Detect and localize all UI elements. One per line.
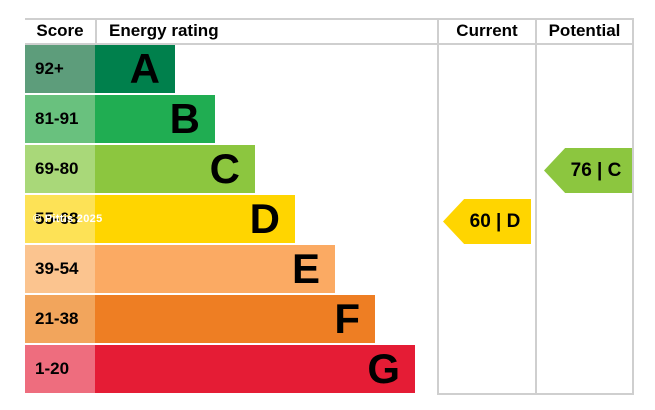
- potential-rating-label: 76 | C: [570, 159, 622, 181]
- header-potential: Potential: [548, 21, 621, 40]
- score-range-f: 21-38: [25, 295, 95, 343]
- score-column-divider: [95, 18, 97, 45]
- potential-column-divider: [535, 18, 537, 395]
- epc-table: Score Energy rating Current Potential 92…: [25, 18, 635, 395]
- table-top-border: [25, 18, 634, 20]
- copyright-watermark: © Pittis 2025: [33, 213, 103, 225]
- band-row-d: 55-68 D © Pittis 2025: [25, 195, 437, 243]
- band-row-e: 39-54 E: [25, 245, 437, 293]
- score-range-c: 69-80: [25, 145, 95, 193]
- band-row-f: 21-38 F: [25, 295, 437, 343]
- band-row-a: 92+ A: [25, 45, 437, 93]
- band-bar-f: F: [95, 295, 375, 343]
- score-range-g: 1-20: [25, 345, 95, 393]
- band-bar-g: G: [95, 345, 415, 393]
- score-range-e: 39-54: [25, 245, 95, 293]
- score-range-a: 92+: [25, 45, 95, 93]
- band-row-b: 81-91 B: [25, 95, 437, 143]
- header-current: Current: [456, 21, 518, 40]
- score-range-b: 81-91: [25, 95, 95, 143]
- current-rating-label: 60 | D: [469, 210, 521, 232]
- band-bar-a: A: [95, 45, 175, 93]
- band-bar-c: C: [95, 145, 255, 193]
- header-bottom-border: [25, 43, 634, 45]
- band-bar-d: D: [95, 195, 295, 243]
- header-energy-rating: Energy rating: [109, 21, 219, 40]
- header-score: Score: [36, 21, 84, 40]
- table-right-border: [632, 18, 634, 395]
- current-column-divider: [437, 18, 439, 395]
- current-rating-arrow: 60 | D: [443, 199, 531, 244]
- score-range-d: 55-68: [25, 195, 95, 243]
- band-row-c: 69-80 C: [25, 145, 437, 193]
- band-bar-e: E: [95, 245, 335, 293]
- band-row-g: 1-20 G: [25, 345, 437, 393]
- potential-rating-arrow: 76 | C: [544, 148, 632, 193]
- band-bar-b: B: [95, 95, 215, 143]
